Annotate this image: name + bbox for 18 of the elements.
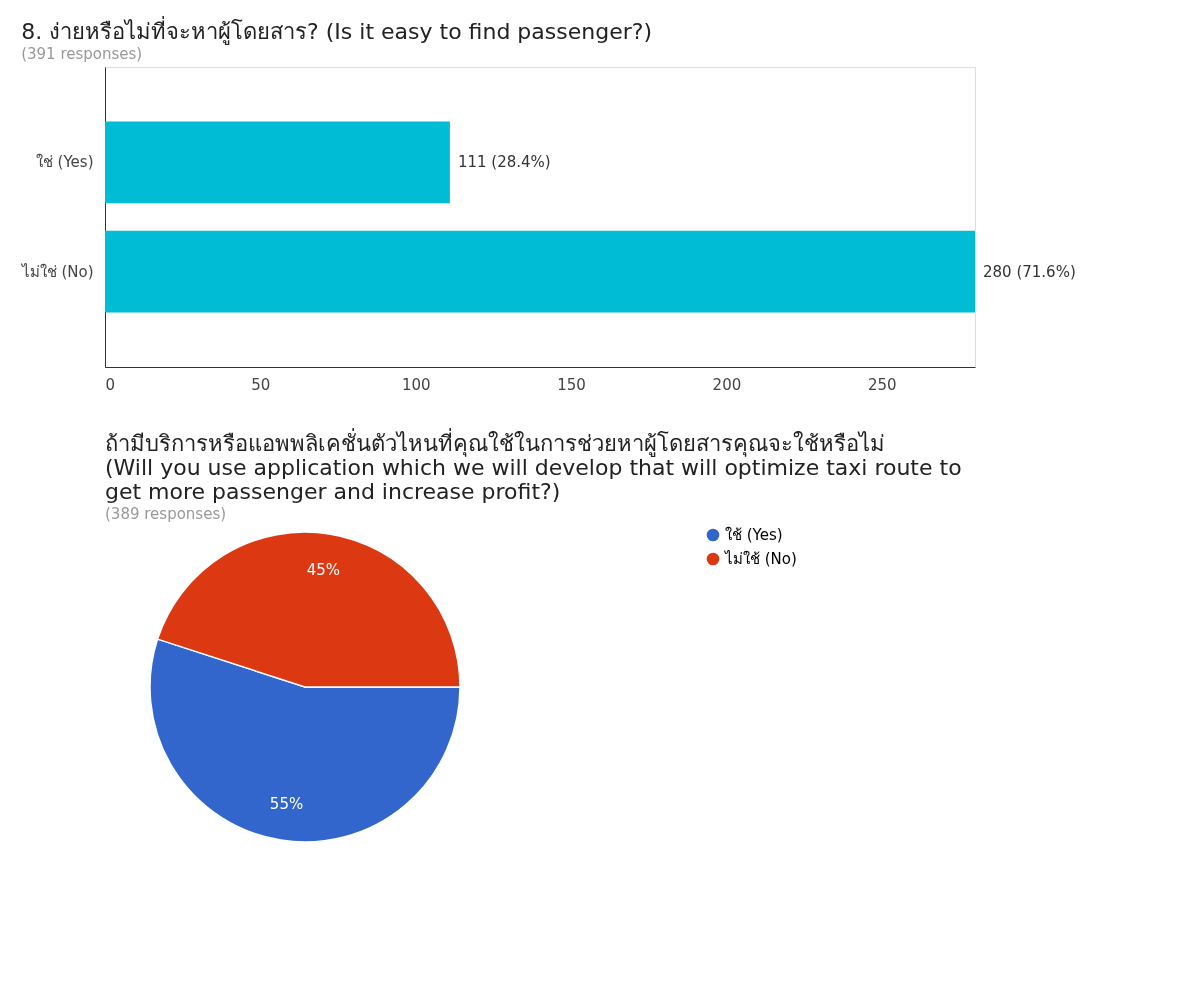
y-tick-label: ไม่ใช่ (No)	[20, 262, 94, 281]
legend-label: ใช้ (Yes)	[725, 526, 783, 544]
chart-title: ถ้ามีบริการหรือแอพพลิเคชั่นตัวไหนที่คุณใช้ในการช่วยหาผู้โดยสารคุณจะใช้หรือไม่ (Will you use application which we will develop that will optimize taxi route to get more passenger and increase profit?)	[105, 428, 962, 504]
x-tick-label: 200	[712, 375, 742, 394]
x-tick-label: 50	[251, 375, 271, 394]
chart-subtitle: (391 responses)	[21, 45, 143, 63]
x-tick-label: 100	[401, 375, 431, 394]
x-tick-label: 0	[105, 375, 116, 394]
legend-label: ไม่ใช้ (No)	[724, 550, 797, 568]
chart-title: 8. ง่ายหรือไม่ที่จะหาผู้โดยสาร? (Is it easy to find passenger?)	[21, 16, 653, 45]
data-label: 45%	[306, 561, 341, 580]
data-label: 280 (71.6%)	[983, 262, 1076, 281]
x-tick-label: 150	[557, 375, 586, 394]
y-tick-label: ใช่ (Yes)	[35, 153, 94, 172]
data-label: 111 (28.4%)	[457, 153, 551, 172]
x-tick-label: 250	[867, 375, 897, 394]
data-label: 55%	[269, 794, 304, 813]
chart-subtitle: (389 responses)	[105, 505, 227, 523]
